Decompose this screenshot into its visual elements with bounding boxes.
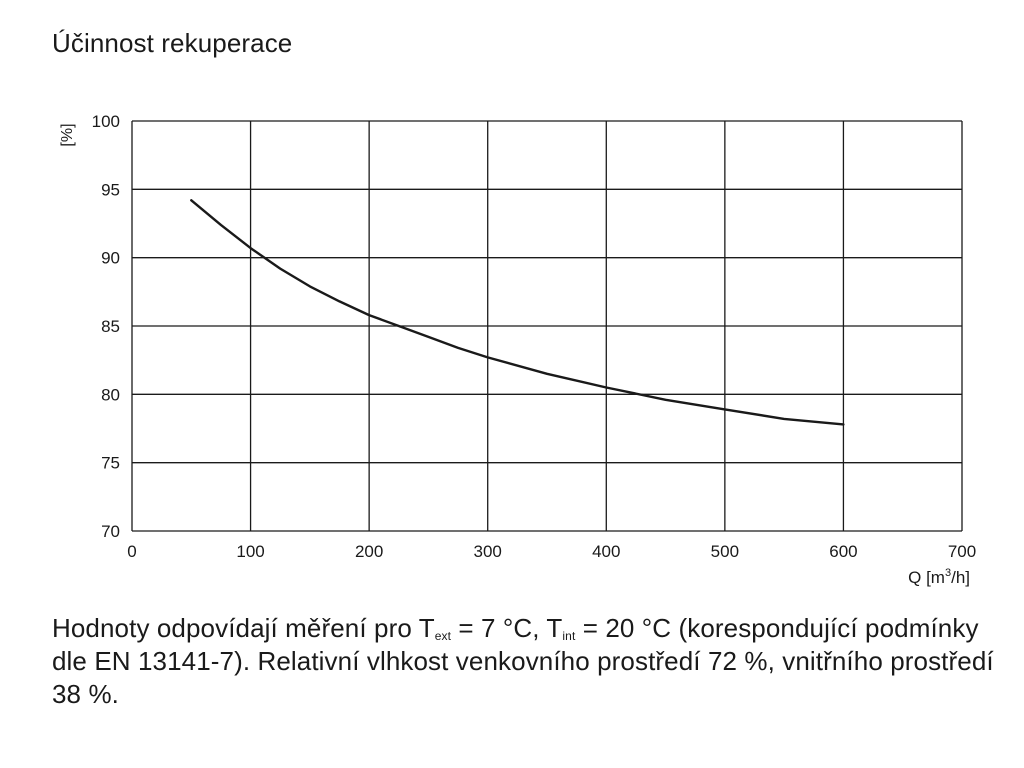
x-tick-label: 700: [948, 542, 976, 561]
efficiency-chart: 0 100 200 300 400 500 600 700 70 75 80 85 90 95 100 [%…: [59, 112, 977, 587]
y-axis-label: [%]: [59, 123, 76, 146]
y-tick-label: 100: [92, 112, 120, 131]
x-tick-label: 0: [127, 542, 136, 561]
x-axis-label-prefix: Q [m: [908, 568, 945, 587]
x-axis-label-suffix: /h]: [951, 568, 970, 587]
y-tick-label: 75: [101, 454, 120, 473]
y-tick-label: 90: [101, 249, 120, 268]
note-text-1: Hodnoty odpovídají měření pro T: [52, 613, 435, 643]
y-tick-label: 70: [101, 522, 120, 541]
series-line: [190, 199, 845, 426]
series-layer: [190, 199, 845, 426]
note-sub-ext: ext: [434, 629, 452, 643]
y-tick-label: 95: [101, 180, 120, 199]
x-axis-label-sup: 3: [945, 567, 951, 579]
x-tick-label: 100: [236, 542, 264, 561]
x-tick-label: 400: [592, 542, 620, 561]
measurement-note: Hodnoty odpovídají měření pro Text = 7 °…: [52, 612, 1012, 711]
chart-grid: [131, 120, 963, 532]
chart-title: Účinnost rekuperace: [52, 28, 293, 58]
x-tick-label: 300: [474, 542, 502, 561]
x-axis-label: Q [m3/h]: [908, 567, 970, 587]
x-tick-label: 500: [711, 542, 739, 561]
x-tick-label: 200: [355, 542, 383, 561]
y-tick-label: 85: [101, 317, 120, 336]
note-sub-int: int: [562, 629, 576, 643]
note-text-3: = 20 °C (korespondující podmínky dle EN …: [52, 613, 994, 709]
tick-labels: 0 100 200 300 400 500 600 700 70 75 80 85 90 95 100: [92, 112, 977, 561]
x-tick-label: 600: [829, 542, 857, 561]
note-text-2: = 7 °C, T: [451, 613, 563, 643]
y-tick-label: 80: [101, 385, 120, 404]
